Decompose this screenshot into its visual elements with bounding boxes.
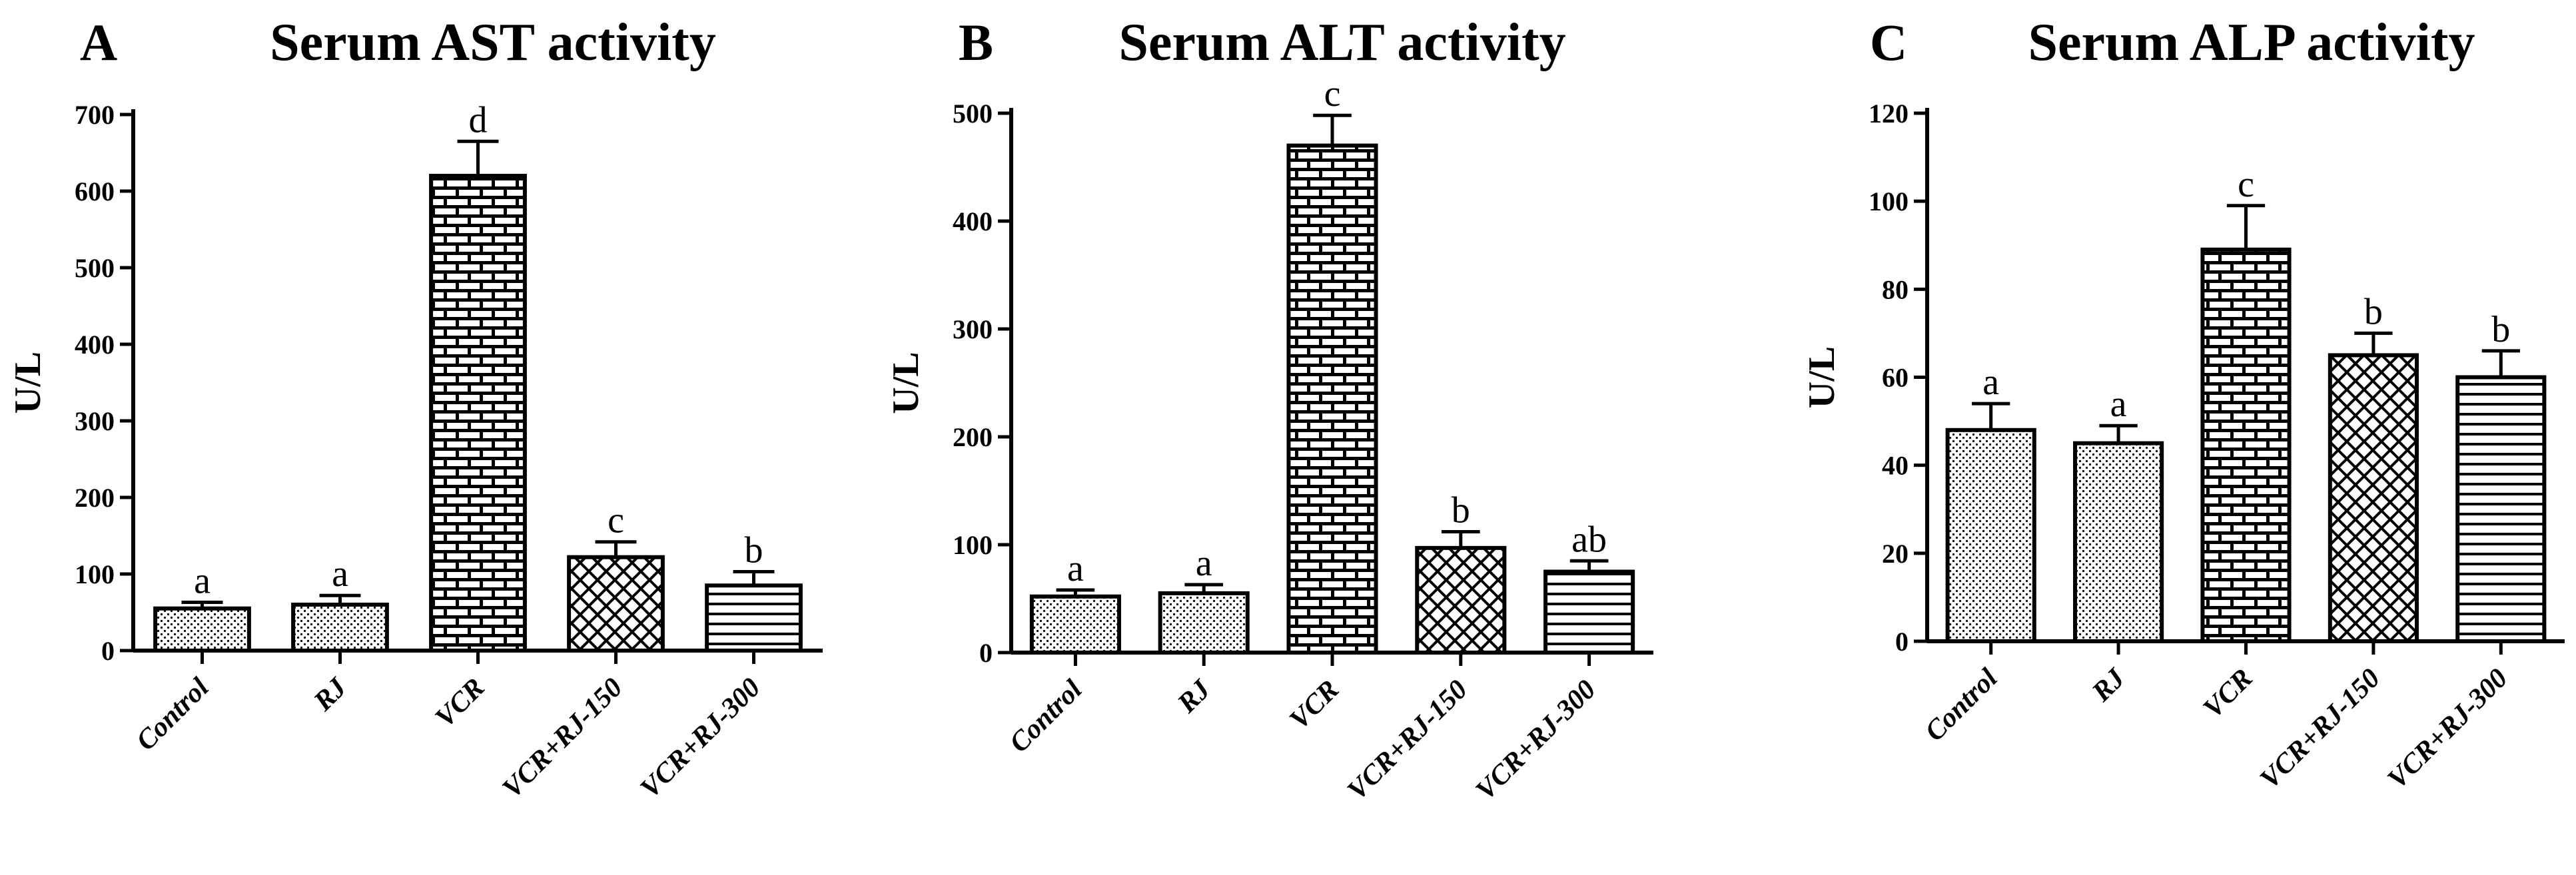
bar xyxy=(1945,428,2036,643)
panel-letter: C xyxy=(1870,13,1907,71)
bar xyxy=(1543,569,1635,655)
x-tick-label: VCR+RJ-300 xyxy=(635,673,767,804)
y-axis-label: U/L xyxy=(1801,346,1843,408)
bar xyxy=(153,606,251,653)
significance-label: d xyxy=(469,99,488,141)
x-tick-label: VCR+RJ-300 xyxy=(1470,675,1602,806)
y-tick-label: 0 xyxy=(1895,627,1909,657)
y-tick-label: 200 xyxy=(75,483,115,513)
panel-title: Serum ALT activity xyxy=(1118,13,1565,72)
bar xyxy=(705,583,803,653)
x-tick-label: VCR+RJ-150 xyxy=(497,673,629,804)
y-tick-label: 600 xyxy=(75,176,115,206)
y-axis-label: U/L xyxy=(7,352,49,414)
y-tick-label: 20 xyxy=(1882,539,1909,569)
bar xyxy=(2073,441,2164,643)
y-tick-label: 100 xyxy=(953,530,993,560)
y-tick-label: 120 xyxy=(1869,99,1909,129)
significance-label: c xyxy=(1324,73,1341,115)
y-tick-label: 100 xyxy=(75,559,115,589)
x-tick-label: VCR+RJ-300 xyxy=(2381,663,2513,795)
panel-b: B Serum ALT activity U/L 0 100 200 300 400 500 a C… xyxy=(885,13,1653,806)
x-tick-label: RJ xyxy=(2086,662,2132,708)
significance-label: b xyxy=(2364,291,2383,332)
y-tick-label: 100 xyxy=(1869,186,1909,216)
bar xyxy=(1286,143,1378,655)
significance-label: c xyxy=(2238,164,2254,205)
bar xyxy=(429,174,527,653)
y-tick-label: 300 xyxy=(75,406,115,436)
significance-label: b xyxy=(1452,490,1470,531)
y-tick-label: 700 xyxy=(75,100,115,130)
x-tick-label: VCR+RJ-150 xyxy=(2254,663,2386,795)
significance-label: a xyxy=(1982,362,1999,403)
y-tick-label: 400 xyxy=(953,206,993,236)
x-tick-label: VCR xyxy=(2198,663,2259,725)
panel-letter: A xyxy=(80,13,117,71)
y-tick-label: 60 xyxy=(1882,363,1909,393)
significance-label: b xyxy=(2491,309,2510,350)
y-tick-label: 300 xyxy=(953,314,993,344)
x-tick-label: RJ xyxy=(1171,673,1217,719)
x-tick-label: Control xyxy=(1004,674,1088,758)
bar xyxy=(1415,545,1507,655)
y-tick-label: 80 xyxy=(1882,274,1909,304)
bar xyxy=(2455,375,2547,643)
panel-c: C Serum ALP activity U/L 0 20 40 60 80 100 120 a Co… xyxy=(1801,13,2565,795)
significance-label: ab xyxy=(1571,519,1607,560)
significance-label: b xyxy=(745,530,763,571)
significance-label: a xyxy=(332,553,348,595)
bar xyxy=(1029,594,1121,655)
bar xyxy=(2328,353,2419,643)
bar xyxy=(2200,247,2292,643)
significance-label: a xyxy=(1196,543,1212,584)
y-tick-label: 500 xyxy=(953,99,993,129)
y-tick-label: 500 xyxy=(75,253,115,283)
panel-letter: B xyxy=(959,13,993,71)
y-tick-label: 0 xyxy=(979,638,993,668)
x-tick-label: VCR xyxy=(430,673,491,734)
y-tick-label: 40 xyxy=(1882,451,1909,481)
x-tick-label: VCR+RJ-150 xyxy=(1342,675,1474,806)
y-axis-label: U/L xyxy=(885,352,927,414)
significance-label: a xyxy=(2110,384,2127,425)
x-tick-label: VCR xyxy=(1284,675,1345,736)
y-tick-label: 0 xyxy=(101,636,115,666)
panel-a: A Serum AST activity U/L 0 100 200 300 400 500 60… xyxy=(7,13,823,804)
significance-label: a xyxy=(1067,548,1084,589)
panel-title: Serum ALP activity xyxy=(2028,13,2475,72)
y-tick-label: 400 xyxy=(75,330,115,360)
y-tick-label: 200 xyxy=(953,422,993,452)
x-tick-label: Control xyxy=(131,672,215,756)
x-tick-label: Control xyxy=(1919,663,2004,747)
bar xyxy=(291,603,389,653)
significance-label: c xyxy=(608,500,624,541)
bar xyxy=(567,555,665,653)
bar xyxy=(1158,591,1250,655)
panel-title: Serum AST activity xyxy=(270,13,716,72)
x-tick-label: RJ xyxy=(308,671,354,717)
significance-label: a xyxy=(194,561,211,602)
